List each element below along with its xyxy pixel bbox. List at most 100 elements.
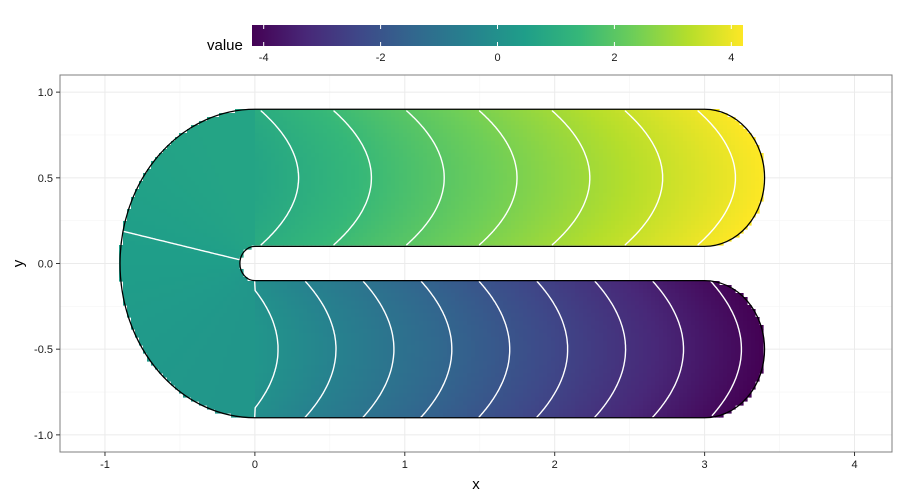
heatmap-cell — [619, 157, 624, 162]
heatmap-cell — [563, 237, 568, 242]
heatmap-cell — [683, 221, 688, 226]
heatmap-cell — [727, 185, 732, 190]
heatmap-cell — [363, 137, 368, 142]
heatmap-cell — [539, 145, 544, 150]
heatmap-cell — [187, 129, 192, 134]
heatmap-cell — [499, 161, 504, 166]
heatmap-cell — [683, 129, 688, 134]
heatmap-cell — [195, 125, 200, 130]
heatmap-cell — [359, 237, 364, 242]
heatmap-cell — [263, 221, 268, 226]
heatmap-cell — [379, 137, 384, 142]
heatmap-cell — [259, 237, 264, 242]
heatmap-cell — [339, 233, 344, 238]
heatmap-cell — [335, 153, 340, 158]
heatmap-cell — [199, 121, 204, 126]
heatmap-cell — [471, 137, 476, 142]
heatmap-cell — [483, 193, 488, 198]
heatmap-cell — [467, 189, 472, 194]
heatmap-cell — [607, 201, 612, 206]
heatmap-cell — [191, 153, 196, 158]
heatmap-cell — [271, 225, 276, 230]
heatmap-cell — [475, 185, 480, 190]
heatmap-cell — [223, 221, 228, 226]
heatmap-cell — [723, 201, 728, 206]
heatmap-cell — [291, 205, 296, 210]
heatmap-cell — [155, 201, 160, 206]
heatmap-cell — [647, 177, 652, 182]
heatmap-cell — [211, 205, 216, 210]
heatmap-cell — [659, 113, 664, 118]
heatmap-cell — [367, 205, 372, 210]
heatmap-cell — [371, 229, 376, 234]
heatmap-cell — [647, 117, 652, 122]
heatmap-cell — [471, 169, 476, 174]
heatmap-cell — [387, 165, 392, 170]
heatmap-cell — [471, 225, 476, 230]
heatmap-cell — [455, 141, 460, 146]
heatmap-cell — [319, 201, 324, 206]
heatmap-cell — [299, 209, 304, 214]
heatmap-cell — [503, 145, 508, 150]
heatmap-cell — [263, 117, 268, 122]
heatmap-cell — [643, 137, 648, 142]
heatmap-cell — [299, 217, 304, 222]
heatmap-cell — [131, 233, 136, 238]
heatmap-cell — [607, 173, 612, 178]
heatmap-cell — [747, 133, 752, 138]
heatmap-cell — [495, 185, 500, 190]
heatmap-cell — [463, 201, 468, 206]
heatmap-cell — [555, 169, 560, 174]
heatmap-cell — [379, 113, 384, 118]
heatmap-cell — [571, 157, 576, 162]
heatmap-cell — [627, 193, 632, 198]
heatmap-cell — [343, 201, 348, 206]
heatmap-cell — [251, 181, 256, 186]
heatmap-cell — [507, 113, 512, 118]
heatmap-cell — [559, 169, 564, 174]
heatmap-cell — [739, 197, 744, 202]
heatmap-cell — [347, 137, 352, 142]
heatmap-cell — [691, 185, 696, 190]
heatmap-cell — [411, 165, 416, 170]
heatmap-cell — [467, 165, 472, 170]
heatmap-cell — [567, 213, 572, 218]
heatmap-cell — [543, 153, 548, 158]
heatmap-cell — [303, 141, 308, 146]
heatmap-cell — [695, 213, 700, 218]
heatmap-cell — [547, 169, 552, 174]
heatmap-cell — [147, 201, 152, 206]
heatmap-cell — [639, 117, 644, 122]
heatmap-cell — [191, 225, 196, 230]
heatmap-cell — [299, 153, 304, 158]
heatmap-cell — [371, 153, 376, 158]
heatmap-cell — [411, 177, 416, 182]
heatmap-cell — [739, 133, 744, 138]
heatmap-cell — [443, 217, 448, 222]
heatmap-cell — [203, 153, 208, 158]
heatmap-cell — [743, 133, 748, 138]
heatmap-cell — [327, 109, 332, 114]
heatmap-cell — [375, 209, 380, 214]
heatmap-cell — [443, 157, 448, 162]
heatmap-cell — [203, 125, 208, 130]
heatmap-cell — [295, 205, 300, 210]
heatmap-cell — [595, 157, 600, 162]
heatmap-cell — [255, 165, 260, 170]
heatmap-cell — [275, 221, 280, 226]
heatmap-cell — [683, 237, 688, 242]
heatmap-cell — [535, 157, 540, 162]
heatmap-cell — [171, 161, 176, 166]
heatmap-cell — [331, 157, 336, 162]
heatmap-cell — [195, 141, 200, 146]
heatmap-cell — [603, 213, 608, 218]
heatmap-cell — [691, 141, 696, 146]
heatmap-cell — [399, 137, 404, 142]
heatmap-cell — [303, 205, 308, 210]
heatmap-cell — [591, 193, 596, 198]
heatmap-cell — [455, 233, 460, 238]
heatmap-cell — [235, 141, 240, 146]
heatmap-cell — [659, 109, 664, 114]
heatmap-cell — [679, 153, 684, 158]
heatmap-cell — [395, 121, 400, 126]
